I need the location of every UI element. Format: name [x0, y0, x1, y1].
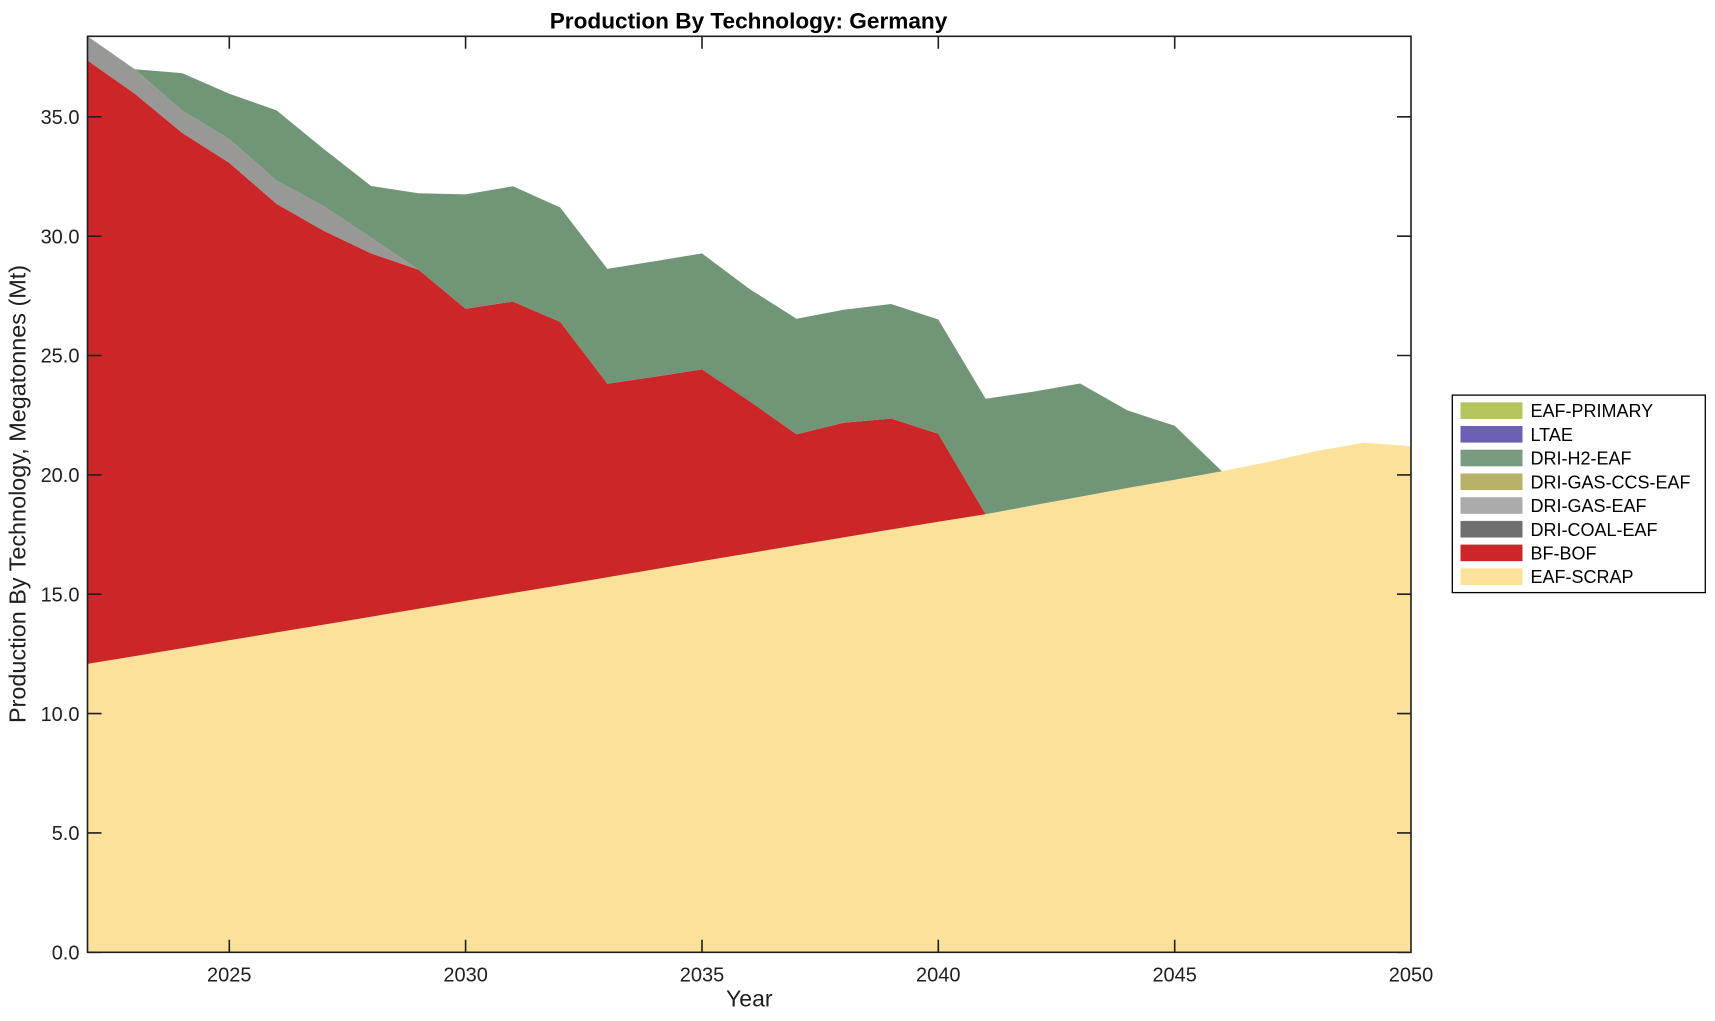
svg-text:DRI-H2-EAF: DRI-H2-EAF [1531, 449, 1632, 469]
svg-text:2045: 2045 [1152, 965, 1197, 987]
svg-text:EAF-SCRAP: EAF-SCRAP [1531, 567, 1634, 587]
svg-text:EAF-PRIMARY: EAF-PRIMARY [1531, 401, 1654, 421]
svg-text:2050: 2050 [1389, 965, 1434, 987]
svg-text:20.0: 20.0 [41, 465, 80, 487]
svg-text:Year: Year [726, 986, 773, 1012]
svg-text:DRI-COAL-EAF: DRI-COAL-EAF [1531, 520, 1658, 540]
svg-text:15.0: 15.0 [41, 584, 80, 606]
svg-text:5.0: 5.0 [52, 823, 80, 845]
svg-text:BF-BOF: BF-BOF [1531, 544, 1597, 564]
svg-text:0.0: 0.0 [52, 943, 80, 965]
svg-text:30.0: 30.0 [41, 226, 80, 248]
svg-text:35.0: 35.0 [41, 107, 80, 129]
svg-text:2025: 2025 [207, 965, 252, 987]
svg-text:LTAE: LTAE [1531, 425, 1573, 445]
svg-text:2035: 2035 [680, 965, 725, 987]
svg-text:DRI-GAS-CCS-EAF: DRI-GAS-CCS-EAF [1531, 472, 1691, 492]
svg-text:25.0: 25.0 [41, 346, 80, 368]
svg-text:Production By Technology, Mega: Production By Technology, Megatonnes (Mt… [5, 265, 31, 723]
svg-text:2030: 2030 [443, 965, 488, 987]
svg-text:DRI-GAS-EAF: DRI-GAS-EAF [1531, 496, 1647, 516]
svg-text:Production By Technology: Germ: Production By Technology: Germany [550, 8, 948, 33]
svg-text:2040: 2040 [916, 965, 961, 987]
svg-text:10.0: 10.0 [41, 704, 80, 726]
